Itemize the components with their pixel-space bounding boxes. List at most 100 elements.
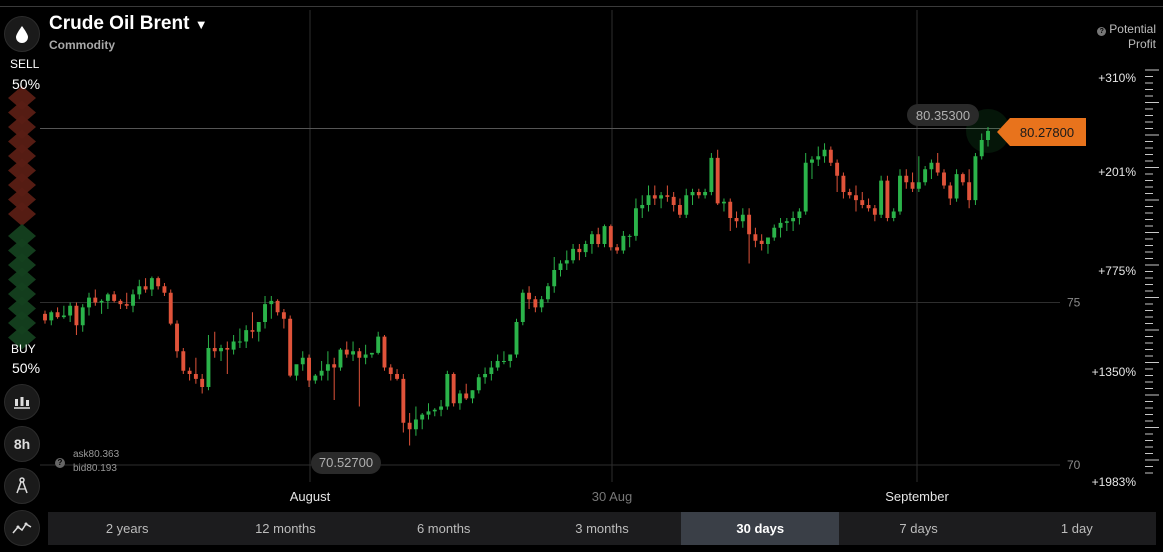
candle-body	[112, 294, 117, 301]
spread-info-icon[interactable]: ?	[55, 458, 65, 468]
candle-body	[344, 349, 349, 355]
candle-body	[464, 393, 469, 399]
candle-body	[621, 235, 626, 251]
buy-sentiment-mark	[8, 311, 36, 335]
candle-body	[564, 260, 569, 264]
candle-body	[401, 378, 406, 423]
candle-body	[646, 195, 651, 205]
candle-body	[231, 341, 236, 350]
candle-body	[99, 300, 104, 303]
sell-sentiment-mark	[8, 100, 36, 125]
candle-body	[942, 172, 946, 186]
candle-body	[143, 286, 148, 290]
candle-body	[841, 175, 846, 192]
candle-body	[369, 352, 374, 355]
candle-body	[671, 196, 676, 205]
candle-body	[269, 300, 274, 305]
candle-body	[338, 349, 343, 368]
candle-body	[357, 351, 362, 358]
profit-level-label: +310%	[1098, 71, 1136, 85]
period-3-months[interactable]: 3 months	[575, 521, 629, 536]
candle-body	[168, 292, 173, 324]
candle-body	[571, 248, 576, 261]
profit-level-label: +1983%	[1092, 475, 1137, 489]
top-divider	[0, 6, 1163, 7]
timeframe-label: 8h	[13, 436, 31, 452]
sell-sentiment-mark	[8, 202, 36, 226]
help-icon[interactable]: ?	[1097, 27, 1107, 36]
candle-body	[602, 226, 607, 244]
candle-body	[967, 182, 972, 201]
candle-body	[734, 218, 739, 222]
candle-body	[784, 221, 789, 223]
candle-body	[747, 214, 752, 235]
candle-body	[935, 162, 940, 173]
candle-body	[552, 270, 557, 287]
candle-body	[910, 182, 915, 189]
asset-title: Crude Oil Brent	[49, 13, 190, 34]
candle-body	[275, 300, 280, 313]
candle-body	[627, 235, 632, 237]
candle-body	[80, 307, 85, 326]
candle-body	[181, 351, 186, 371]
candle-body	[810, 159, 814, 163]
candle-body	[187, 370, 192, 374]
candle-body	[300, 357, 305, 365]
candle-body	[816, 156, 821, 160]
candle-body	[87, 297, 91, 308]
time-tick-label: August	[290, 489, 331, 504]
period-30-days[interactable]: 30 days	[681, 512, 840, 545]
indicators-icon[interactable]	[4, 510, 40, 546]
candle-body	[835, 162, 840, 176]
candle-body	[608, 226, 613, 248]
candle-body	[589, 234, 594, 244]
timeframe-button[interactable]: 8h	[4, 426, 40, 462]
candle-body	[577, 248, 582, 253]
candle-body	[740, 214, 745, 222]
candle-body	[288, 318, 293, 376]
candle-body	[539, 299, 544, 308]
period-selector: 2 years 12 months 6 months 3 months 30 days 7…	[48, 512, 1156, 545]
buy-sentiment-mark	[8, 253, 36, 277]
candle-body	[684, 195, 689, 215]
candle-body	[891, 211, 896, 218]
candle-body	[929, 162, 934, 170]
candle-body	[696, 192, 701, 196]
candle-body	[495, 361, 500, 368]
period-7-days[interactable]: 7 days	[899, 521, 938, 536]
candle-body	[898, 175, 902, 212]
candle-body	[61, 315, 66, 318]
sell-sentiment-mark	[8, 129, 36, 154]
candle-body	[426, 411, 431, 415]
time-tick-label: September	[885, 489, 949, 504]
asset-selector[interactable]: Crude Oil Brent ▼	[49, 13, 208, 35]
candle-body	[879, 180, 884, 215]
period-2-years[interactable]: 2 years	[105, 521, 149, 536]
current-price-tag	[997, 118, 1086, 146]
candle-body	[162, 286, 167, 293]
period-12-months[interactable]: 12 months	[255, 521, 316, 536]
candle-body	[332, 364, 337, 368]
candle-body	[728, 201, 733, 218]
period-6-months[interactable]: 6 months	[416, 521, 471, 536]
time-tick-label: 30 Aug	[592, 489, 633, 504]
candlestick-chart-icon[interactable]	[4, 384, 40, 420]
period-1-day[interactable]: 1 day	[1060, 521, 1093, 536]
candle-body	[263, 304, 267, 322]
candle-body	[212, 348, 217, 352]
candle-body	[413, 419, 418, 430]
oil-drop-icon[interactable]	[4, 16, 40, 52]
candle-body	[501, 361, 506, 362]
potential-profit-label: ? Potential Profit	[1090, 22, 1156, 52]
drawing-compass-icon[interactable]	[4, 468, 40, 504]
buy-sentiment-mark	[8, 282, 36, 306]
bid-price: bid80.193	[73, 463, 117, 474]
candle-body	[149, 278, 154, 290]
left-rail: 8h	[0, 0, 44, 552]
candle-body	[281, 312, 286, 319]
candle-body	[137, 286, 142, 295]
price-tick-label: 70	[1067, 458, 1081, 472]
candle-body	[722, 201, 726, 204]
profit-level-label: +201%	[1098, 165, 1136, 179]
